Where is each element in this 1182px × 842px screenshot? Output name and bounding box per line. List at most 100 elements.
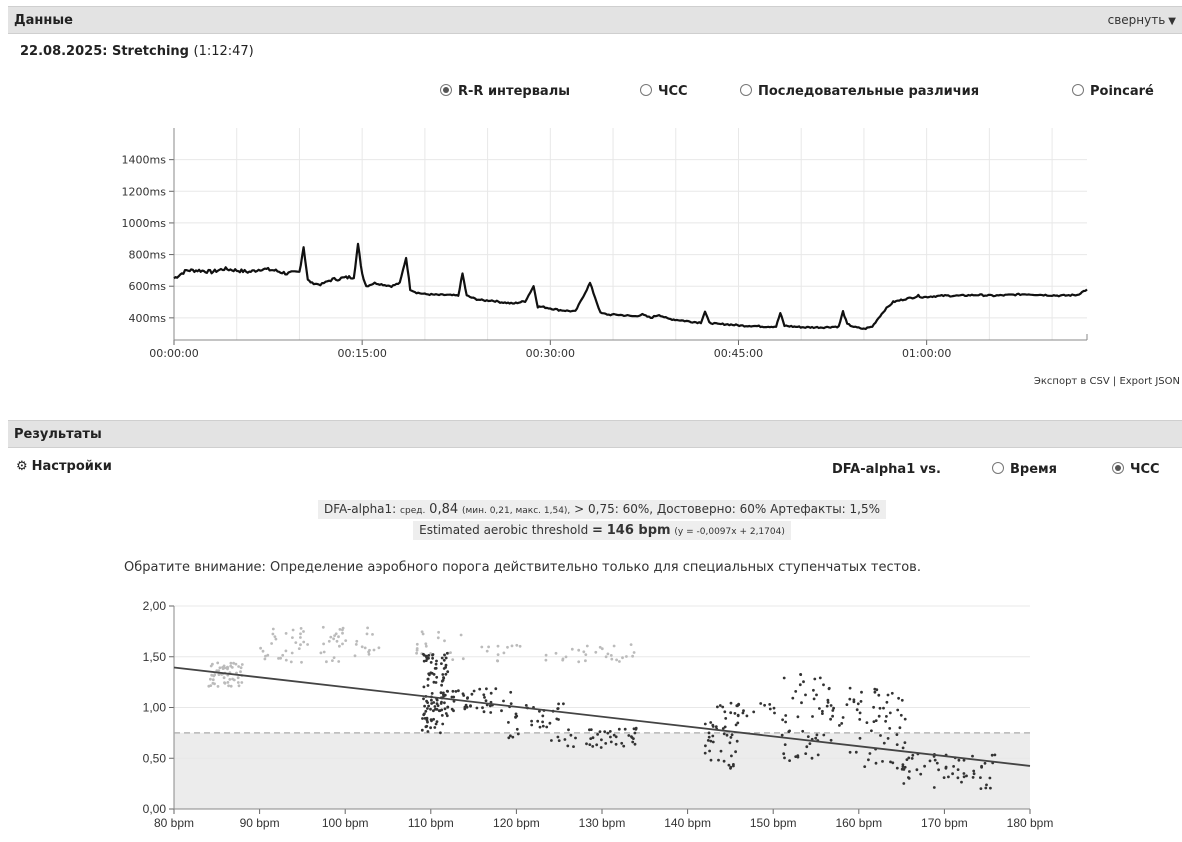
dfa-prefix: DFA-alpha1: [323, 502, 397, 516]
dfa-point [422, 659, 426, 663]
dfa-point [633, 731, 637, 735]
dfa-point [424, 725, 428, 729]
dfa-point [618, 660, 621, 663]
dfa-point [781, 718, 784, 722]
dfa-point [606, 652, 610, 656]
caret-down-icon: ▼ [1168, 16, 1176, 27]
dfa-point [444, 663, 448, 667]
dfa-point [541, 724, 545, 728]
dfa-point [366, 626, 369, 630]
dfa-point [962, 772, 966, 775]
dfa-point [808, 742, 812, 745]
dfa-point [334, 632, 338, 636]
dfa-point [440, 683, 443, 687]
dfa-point [273, 635, 277, 638]
option-time[interactable]: Время [992, 462, 1057, 477]
dfa-point [506, 645, 509, 649]
dfa-point [621, 656, 624, 660]
option-poincare[interactable]: Poincaré [1072, 84, 1154, 99]
dfa-point [900, 698, 904, 702]
radio-selected-icon[interactable] [1112, 462, 1124, 474]
dfa-point [729, 711, 733, 715]
dfa-point [588, 743, 592, 746]
dfa-point [980, 764, 983, 768]
dfa-point [703, 751, 707, 755]
dfa-point [478, 687, 482, 691]
dfa-point [874, 719, 878, 722]
dfa-point [957, 758, 961, 762]
dfa-x-tick-label: 130 bpm [579, 816, 626, 830]
option-hr[interactable]: ЧСС [640, 84, 688, 99]
dfa-point [461, 657, 465, 661]
dfa-point [481, 706, 484, 710]
dfa-point [631, 740, 635, 744]
dfa-point [319, 651, 323, 655]
chart-view-options: R-R интервалы ЧСС Последовательные разли… [0, 84, 1182, 104]
option-hr-dfa[interactable]: ЧСС [1112, 462, 1160, 477]
radio-icon[interactable] [992, 462, 1004, 474]
dfa-point [742, 709, 745, 713]
dfa-point [923, 764, 926, 768]
dfa-y-tick-label: 1,00 [143, 701, 167, 715]
dfa-point [440, 714, 444, 717]
dfa-point [489, 691, 493, 695]
dfa-point [426, 730, 430, 733]
dfa-point [463, 705, 467, 709]
dfa-point [355, 639, 359, 643]
dfa-point [421, 632, 425, 636]
dfa-point [983, 761, 987, 765]
dfa-point [801, 729, 805, 733]
dfa-point [732, 763, 735, 766]
dfa-point [889, 760, 892, 764]
dfa-point [910, 757, 914, 760]
collapse-button[interactable]: свернуть ▼ [1108, 7, 1176, 35]
dfa-point [831, 709, 835, 712]
option-label: ЧСС [1130, 462, 1160, 477]
dfa-point [550, 739, 553, 742]
dfa-point [514, 712, 518, 716]
dfa-point [882, 706, 885, 710]
dfa-point [299, 636, 302, 639]
export-json-link[interactable]: Export JSON [1119, 376, 1180, 387]
rr-y-tick-label: 800ms [129, 249, 167, 262]
dfa-point [610, 657, 614, 661]
dfa-point [734, 750, 737, 754]
dfa-point [821, 709, 824, 713]
dfa-point [802, 680, 805, 684]
radio-selected-icon[interactable] [440, 84, 452, 96]
dfa-point [848, 750, 852, 754]
option-successive-differences[interactable]: Последовательные различия [740, 84, 979, 99]
dfa-point [768, 707, 772, 711]
dfa-point [459, 633, 463, 637]
dfa-point [711, 723, 715, 727]
radio-icon[interactable] [1072, 84, 1084, 96]
option-rr-intervals[interactable]: R-R интервалы [440, 84, 570, 99]
dfa-point [971, 754, 974, 758]
dfa-stats-box: DFA-alpha1: сред. 0,84 (мин. 0,21, макс.… [214, 500, 990, 540]
dfa-point [475, 706, 479, 710]
dfa-point [965, 774, 968, 778]
dfa-point [900, 767, 904, 771]
dfa-point [735, 739, 739, 743]
dfa-point [210, 673, 214, 677]
radio-icon[interactable] [740, 84, 752, 96]
dfa-point [711, 734, 715, 738]
radio-icon[interactable] [640, 84, 652, 96]
dfa-point [709, 721, 713, 724]
dfa-point [430, 698, 433, 702]
dfa-point [284, 632, 288, 635]
dfa-point [763, 703, 766, 707]
dfa-point [603, 730, 607, 733]
dfa-point [430, 692, 434, 695]
dfa-point [444, 712, 448, 715]
dfa-point [933, 758, 937, 762]
dfa-point [972, 772, 976, 776]
dfa-point [816, 753, 820, 757]
settings-toggle[interactable]: ⚙ Настройки [16, 459, 112, 474]
dfa-point [440, 656, 444, 660]
dfa-point [832, 706, 835, 710]
dfa-point [561, 657, 565, 661]
export-csv-link[interactable]: Экспорт в CSV [1033, 376, 1110, 387]
dfa-x-tick-label: 160 bpm [835, 816, 882, 830]
dfa-point [873, 690, 877, 694]
